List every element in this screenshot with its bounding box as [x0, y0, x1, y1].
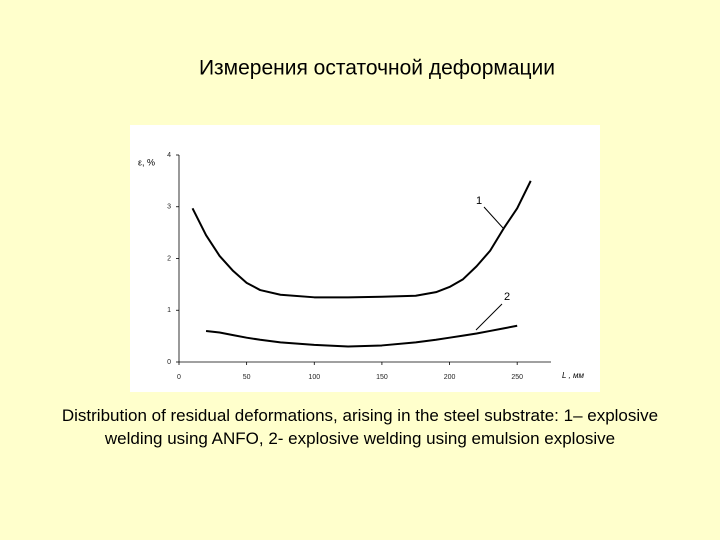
- y-tick-label: 0: [167, 359, 171, 366]
- y-tick-label: 3: [167, 204, 171, 211]
- x-tick-label: 50: [243, 374, 251, 381]
- x-tick-label: 250: [511, 374, 523, 381]
- y-tick-label: 1: [167, 307, 171, 314]
- leader-line: [475, 303, 503, 331]
- curve-label: 2: [504, 291, 510, 303]
- slide-title: Измерения остаточной деформации: [199, 57, 555, 80]
- x-tick-label: 100: [308, 374, 320, 381]
- caption: Distribution of residual deformations, a…: [61, 406, 659, 448]
- x-tick-label: 0: [177, 374, 181, 381]
- x-tick-label: 150: [376, 374, 388, 381]
- plot-background: [130, 125, 600, 392]
- y-axis-label: ε, %: [138, 157, 155, 167]
- y-tick-label: 4: [167, 152, 171, 159]
- data-line: [205, 324, 518, 348]
- x-axis-label: L , мм: [562, 371, 584, 380]
- leader-line: [483, 206, 504, 229]
- data-line: [191, 180, 532, 299]
- x-tick-label: 200: [444, 374, 456, 381]
- y-tick-label: 2: [167, 255, 171, 262]
- curve-label: 1: [476, 195, 482, 207]
